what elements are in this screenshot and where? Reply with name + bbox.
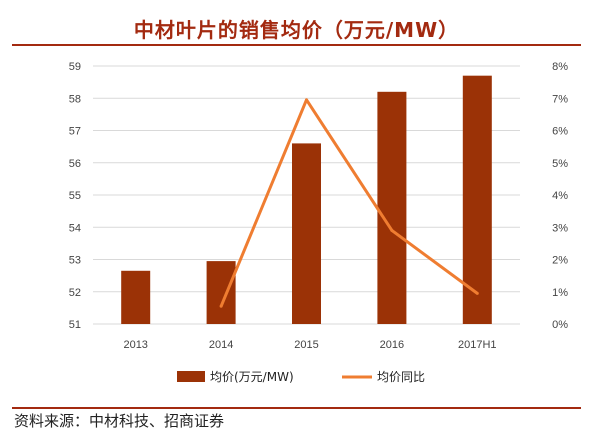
right-tick-label: 2% bbox=[552, 255, 568, 267]
left-axis-ticks: 51 52 53 54 55 56 57 58 59 bbox=[69, 61, 81, 331]
right-tick-label: 8% bbox=[552, 61, 568, 73]
chart-title: 中材叶片的销售均价（万元/MW） bbox=[133, 18, 460, 42]
left-tick-label: 52 bbox=[69, 287, 81, 299]
left-tick-label: 56 bbox=[69, 158, 81, 170]
x-axis-ticks: 2013 2014 2015 2016 2017H1 bbox=[123, 339, 496, 351]
left-tick-label: 54 bbox=[69, 222, 81, 234]
legend-bar-swatch bbox=[177, 371, 205, 382]
right-tick-label: 3% bbox=[552, 222, 568, 234]
x-tick-label: 2013 bbox=[123, 339, 147, 351]
right-tick-label: 7% bbox=[552, 93, 568, 105]
source-divider bbox=[12, 407, 581, 409]
line-point bbox=[390, 228, 394, 232]
right-tick-label: 1% bbox=[552, 287, 568, 299]
left-tick-label: 53 bbox=[69, 255, 81, 267]
bar bbox=[377, 91, 407, 324]
legend: 均价(万元/MW) 均价同比 bbox=[177, 370, 425, 384]
left-tick-label: 55 bbox=[69, 190, 81, 202]
right-tick-label: 6% bbox=[552, 126, 568, 138]
line-point bbox=[219, 304, 223, 308]
bar bbox=[462, 75, 492, 324]
line-series bbox=[219, 98, 479, 308]
right-tick-label: 4% bbox=[552, 190, 568, 202]
x-tick-label: 2017H1 bbox=[458, 339, 497, 351]
right-tick-label: 5% bbox=[552, 158, 568, 170]
bar bbox=[206, 261, 236, 324]
line-point bbox=[305, 98, 308, 102]
gridlines bbox=[93, 65, 520, 325]
bar-series bbox=[121, 75, 492, 324]
left-tick-label: 58 bbox=[69, 93, 81, 105]
right-axis-ticks: 0% 1% 2% 3% 4% 5% 6% 7% 8% bbox=[552, 61, 568, 331]
chart-area: 51 52 53 54 55 56 57 58 59 0% 1% 2% 3% 4% 5% 6% 7% 8% 20… bbox=[69, 61, 568, 384]
bar bbox=[292, 143, 321, 324]
line-path bbox=[219, 98, 479, 307]
bar bbox=[121, 270, 151, 324]
legend-bar-label: 均价(万元/MW) bbox=[210, 370, 294, 384]
left-tick-label: 59 bbox=[69, 61, 81, 73]
x-tick-label: 2016 bbox=[380, 339, 404, 351]
line-point bbox=[475, 291, 479, 295]
legend-line-label: 均价同比 bbox=[377, 370, 425, 384]
title-divider bbox=[12, 44, 581, 46]
right-tick-label: 0% bbox=[552, 319, 568, 331]
source-note: 资料来源：中材科技、招商证券 bbox=[14, 412, 225, 430]
left-tick-label: 57 bbox=[69, 126, 81, 138]
x-tick-label: 2014 bbox=[209, 339, 233, 351]
left-tick-label: 51 bbox=[69, 319, 81, 331]
x-tick-label: 2015 bbox=[294, 339, 318, 351]
